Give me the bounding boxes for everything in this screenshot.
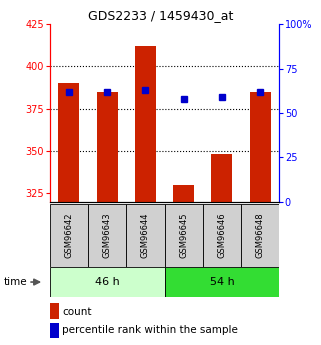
Bar [50,323,59,338]
Text: percentile rank within the sample: percentile rank within the sample [62,325,238,335]
Text: GDS2233 / 1459430_at: GDS2233 / 1459430_at [88,9,233,22]
Text: GSM96642: GSM96642 [65,213,74,258]
FancyBboxPatch shape [50,267,164,297]
Bar [135,46,156,202]
FancyBboxPatch shape [164,204,203,267]
Bar [97,92,118,202]
Bar [50,303,59,319]
FancyBboxPatch shape [88,204,126,267]
Text: time: time [3,277,27,287]
Bar [58,83,79,202]
Text: GSM96643: GSM96643 [103,213,112,258]
Text: GSM96648: GSM96648 [256,213,265,258]
Text: 54 h: 54 h [210,277,234,287]
FancyBboxPatch shape [50,204,88,267]
FancyBboxPatch shape [126,204,164,267]
Bar [173,185,194,202]
Text: GSM96646: GSM96646 [217,213,226,258]
Text: GSM96644: GSM96644 [141,213,150,258]
FancyBboxPatch shape [241,204,279,267]
Text: 46 h: 46 h [95,277,119,287]
Text: count: count [62,307,92,317]
Bar [250,92,271,202]
FancyBboxPatch shape [203,204,241,267]
Bar [211,155,232,202]
FancyBboxPatch shape [164,267,279,297]
Text: GSM96645: GSM96645 [179,213,188,258]
